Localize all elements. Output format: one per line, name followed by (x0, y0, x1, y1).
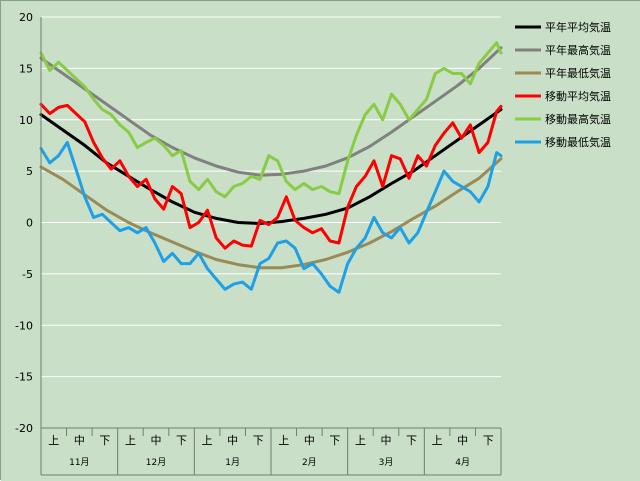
month-label: 4月 (455, 457, 470, 468)
x-tick-label: 上 (278, 434, 289, 447)
legend-label: 平年最高気温 (545, 43, 611, 57)
x-tick-label: 上 (202, 434, 213, 447)
series-line (39, 140, 503, 294)
y-tick-label: -5 (22, 268, 33, 281)
month-label: 12月 (146, 457, 166, 468)
series-line (39, 41, 503, 199)
y-tick-label: -20 (15, 422, 33, 435)
x-tick-label: 下 (406, 434, 417, 447)
y-tick-label: -10 (15, 319, 33, 332)
month-label: 3月 (379, 457, 394, 468)
y-tick-label: 15 (19, 62, 33, 75)
x-tick-label: 中 (74, 434, 85, 447)
y-tick-label: 0 (26, 217, 33, 230)
x-tick-label: 中 (151, 434, 162, 447)
x-tick-label: 下 (253, 434, 264, 447)
x-tick-label: 下 (99, 434, 110, 447)
y-tick-label: 20 (19, 11, 33, 24)
x-tick-label: 下 (329, 434, 340, 447)
legend-label: 平年最低気温 (545, 66, 611, 80)
x-tick-label: 上 (125, 434, 136, 447)
y-tick-label: -15 (15, 371, 33, 384)
x-tick-label: 中 (457, 434, 468, 447)
series-line (39, 102, 503, 250)
legend-label: 移動最高気温 (545, 112, 611, 126)
month-label: 2月 (302, 457, 317, 468)
x-tick-label: 下 (483, 434, 494, 447)
legend-label: 移動平均気温 (545, 89, 611, 103)
series-line (39, 157, 503, 270)
x-tick-label: 中 (381, 434, 392, 447)
x-tick-label: 上 (48, 434, 59, 447)
x-tick-label: 上 (355, 434, 366, 447)
legend-label: 移動最低気温 (545, 135, 611, 149)
month-label: 11月 (69, 457, 89, 468)
series-line (39, 46, 503, 177)
x-tick-label: 中 (227, 434, 238, 447)
legend-label: 平年平均気温 (545, 20, 611, 34)
x-tick-label: 上 (432, 434, 443, 447)
y-tick-label: 10 (19, 114, 33, 127)
month-label: 1月 (225, 457, 240, 468)
x-tick-label: 下 (176, 434, 187, 447)
y-tick-label: 5 (26, 165, 33, 178)
x-tick-label: 中 (304, 434, 315, 447)
